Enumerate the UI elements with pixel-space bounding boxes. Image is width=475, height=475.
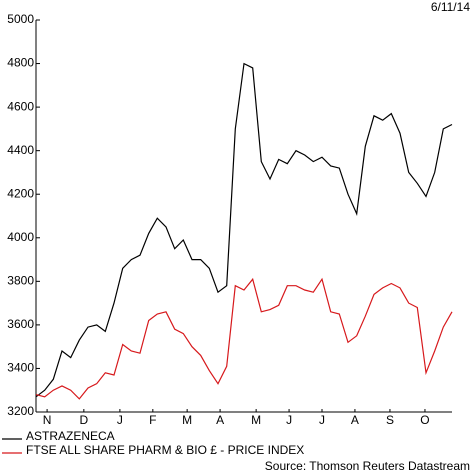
y-tick-label: 4600 [7, 99, 34, 113]
y-tick-label: 4200 [7, 186, 34, 200]
y-tick-label: 3400 [7, 361, 34, 375]
x-tick-label: J [319, 413, 325, 427]
series-line [35, 277, 453, 400]
source-label: Source: Thomson Reuters Datastream [265, 459, 470, 473]
y-tick-label: 4800 [7, 56, 34, 70]
y-tick-label: 4400 [7, 143, 34, 157]
x-tick-label: M [182, 413, 192, 427]
y-tick-label: 3600 [7, 317, 34, 331]
y-tick-label: 3200 [7, 404, 34, 418]
x-tick-label: O [420, 413, 429, 427]
x-tick-label: D [80, 413, 89, 427]
x-tick-label: M [251, 413, 261, 427]
x-tick-label: N [43, 413, 52, 427]
x-tick-label: F [149, 413, 156, 427]
y-tick-label: 3800 [7, 274, 34, 288]
legend-label: ASTRAZENECA [26, 429, 115, 443]
series-line [35, 62, 453, 398]
x-tick-label: A [351, 413, 359, 427]
x-tick-label: J [286, 413, 292, 427]
x-tick-label: J [117, 413, 123, 427]
x-tick-label: S [386, 413, 394, 427]
y-tick-label: 4000 [7, 230, 34, 244]
x-tick-label: A [216, 413, 224, 427]
date-label: 6/11/14 [431, 0, 470, 14]
legend-label: FTSE ALL SHARE PHARM & BIO £ - PRICE IND… [26, 443, 304, 457]
y-tick-label: 5000 [7, 12, 34, 26]
